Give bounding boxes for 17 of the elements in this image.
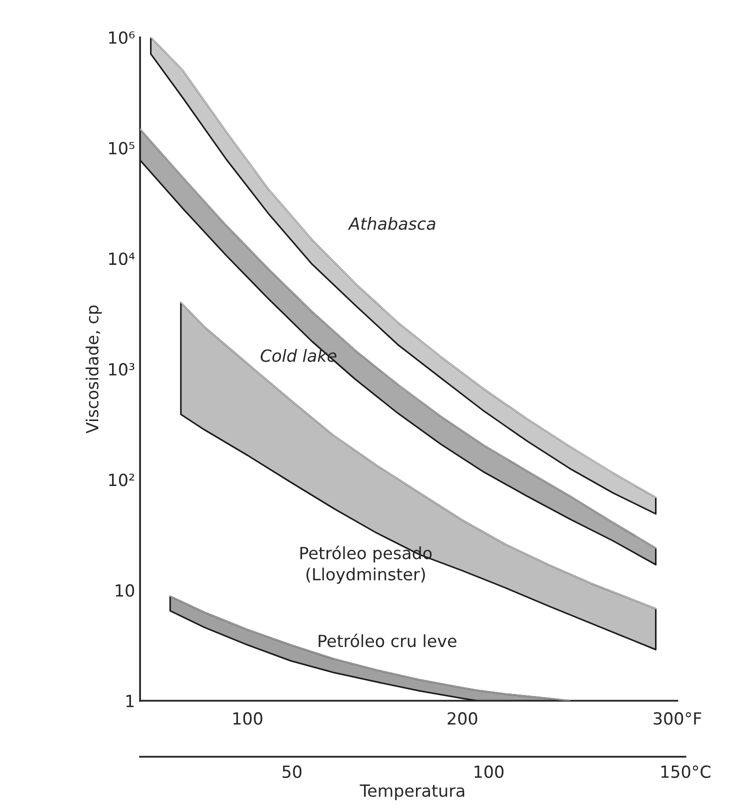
series-label: Petróleo cru leve [318,634,456,648]
x-tick-label: 300°F [654,712,702,725]
y-tick-label: 10⁵ [109,142,134,154]
y-tick-label: 10³ [109,363,134,376]
y-axis-title: Viscosidade, cp [86,305,102,434]
x2-axis-title: Temperatura [360,784,464,800]
x-tick-label: 100 [233,712,262,725]
y-tick-label: 10 [116,584,134,597]
y-tick-label: 1 [126,694,134,708]
y-tick-label: 10⁴ [109,252,135,266]
x2-tick-label: 100 [474,765,504,778]
y-tick-label: 10⁶ [109,31,135,44]
y-tick-label: 10² [109,474,134,486]
x-tick-label: 200 [448,712,478,725]
x2-tick-label: 150°C [661,765,710,778]
series-label: Athabasca [348,217,436,230]
x2-tick-label: 50 [282,765,302,778]
